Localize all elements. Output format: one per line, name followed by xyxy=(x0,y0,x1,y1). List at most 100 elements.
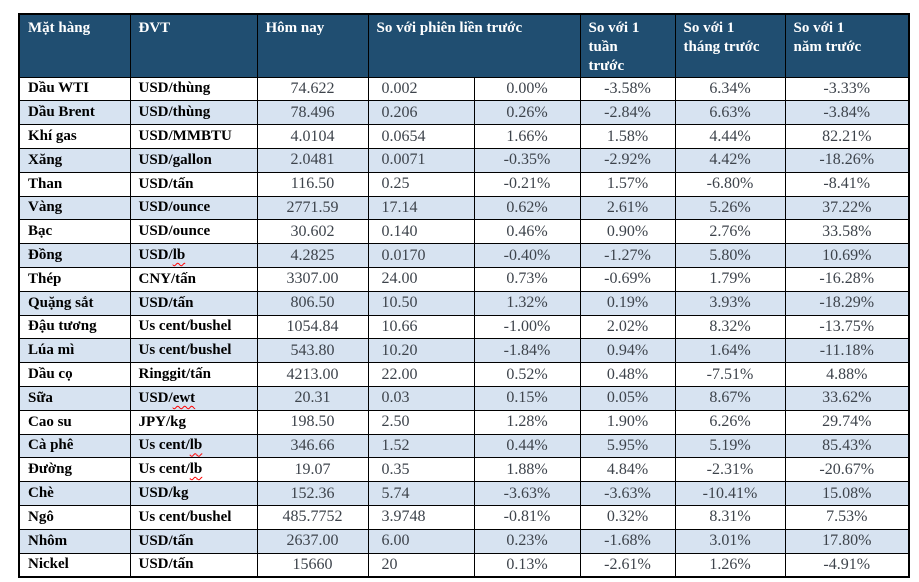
cell-week-pct: 0.32% xyxy=(579,504,676,530)
cell-year-pct: -20.67% xyxy=(784,457,910,483)
cell-unit: USD/tấn xyxy=(129,171,258,197)
cell-change-pct: 0.52% xyxy=(473,362,581,387)
misspelled-word: lb xyxy=(189,437,203,454)
cell-today-value: 15660 xyxy=(256,552,369,578)
cell-change-abs: 1.52 xyxy=(367,433,475,459)
cell-item-name: Quặng sắt xyxy=(18,290,131,316)
cell-unit: JPY/kg xyxy=(129,409,258,435)
cell-change-pct: -0.21% xyxy=(473,171,581,197)
cell-change-abs: 0.0170 xyxy=(367,243,475,268)
cell-item-name: Chè xyxy=(18,481,131,506)
cell-change-abs: 20 xyxy=(367,552,475,578)
cell-year-pct: -16.28% xyxy=(784,266,910,292)
column-header-vs-year: So với 1 năm trước xyxy=(784,13,910,78)
cell-unit: Us cent/lb xyxy=(129,457,258,483)
cell-unit: Us cent/bushel xyxy=(129,504,258,530)
cell-month-pct: 5.80% xyxy=(674,243,786,268)
cell-unit: USD/tấn xyxy=(129,290,258,316)
cell-year-pct: -18.26% xyxy=(784,147,910,173)
cell-today-value: 20.31 xyxy=(256,385,369,411)
table-row: Sữa USD/ewt 20.31 0.03 0.15% 0.05% 8.67% 33.62% xyxy=(18,385,910,411)
cell-item-name: Thép xyxy=(18,266,131,292)
cell-today-value: 806.50 xyxy=(256,290,369,316)
table-row: Chè USD/kg 152.36 5.74 -3.63% -3.63% -10.41% 15… xyxy=(18,481,910,506)
cell-week-pct: -3.58% xyxy=(579,76,676,102)
table-row: Đường Us cent/lb 19.07 0.35 1.88% 4.84% -2.31%… xyxy=(18,457,910,483)
table-row: Than USD/tấn 116.50 0.25 -0.21% 1.57% -6.80% -8… xyxy=(18,171,910,197)
cell-change-pct: -0.35% xyxy=(473,147,581,173)
cell-item-name: Dầu WTI xyxy=(18,76,131,102)
cell-year-pct: 33.62% xyxy=(784,385,910,411)
cell-item-name: Ngô xyxy=(18,504,131,530)
cell-change-abs: 10.66 xyxy=(367,314,475,340)
cell-change-pct: 1.88% xyxy=(473,457,581,483)
cell-week-pct: -1.68% xyxy=(579,528,676,554)
cell-item-name: Bạc xyxy=(18,219,131,245)
cell-year-pct: 15.08% xyxy=(784,481,910,506)
cell-week-pct: 1.57% xyxy=(579,171,676,197)
cell-year-pct: 4.88% xyxy=(784,362,910,387)
cell-item-name: Sữa xyxy=(18,385,131,411)
cell-change-abs: 17.14 xyxy=(367,195,475,221)
table-row: Vàng USD/ounce 2771.59 17.14 0.62% 2.61% 5.26%… xyxy=(18,195,910,221)
header-row: Mặt hàng ĐVT Hôm nay So với phiên liền t… xyxy=(18,13,910,78)
cell-today-value: 1054.84 xyxy=(256,314,369,340)
cell-week-pct: 0.19% xyxy=(579,290,676,316)
cell-unit: USD/ounce xyxy=(129,195,258,221)
cell-week-pct: 0.94% xyxy=(579,338,676,364)
cell-unit: Us cent/lb xyxy=(129,433,258,459)
cell-month-pct: -7.51% xyxy=(674,362,786,387)
cell-today-value: 152.36 xyxy=(256,481,369,506)
table-row: Quặng sắt USD/tấn 806.50 10.50 1.32% 0.19% 3.9… xyxy=(18,290,910,316)
cell-item-name: Dầu Brent xyxy=(18,100,131,126)
cell-change-pct: 0.62% xyxy=(473,195,581,221)
cell-year-pct: 17.80% xyxy=(784,528,910,554)
cell-week-pct: 0.48% xyxy=(579,362,676,387)
cell-month-pct: 6.63% xyxy=(674,100,786,126)
cell-change-pct: 0.15% xyxy=(473,385,581,411)
cell-today-value: 30.602 xyxy=(256,219,369,245)
cell-today-value: 485.7752 xyxy=(256,504,369,530)
cell-item-name: Dầu cọ xyxy=(18,362,131,387)
table-row: Lúa mì Us cent/bushel 543.80 10.20 -1.84% 0.9… xyxy=(18,338,910,364)
table-row: Cao su JPY/kg 198.50 2.50 1.28% 1.90% 6.26% 29.… xyxy=(18,409,910,435)
cell-change-pct: -3.63% xyxy=(473,481,581,506)
cell-unit: Us cent/bushel xyxy=(129,314,258,340)
cell-change-pct: 0.26% xyxy=(473,100,581,126)
cell-year-pct: 33.58% xyxy=(784,219,910,245)
table-row: Nickel USD/tấn 15660 20 0.13% -2.61% 1.26% -4.9… xyxy=(18,552,910,578)
cell-item-name: Đậu tương xyxy=(18,314,131,340)
cell-today-value: 198.50 xyxy=(256,409,369,435)
misspelled-word: lb xyxy=(189,461,203,478)
cell-month-pct: 8.32% xyxy=(674,314,786,340)
cell-unit: USD/thùng xyxy=(129,76,258,102)
cell-today-value: 346.66 xyxy=(256,433,369,459)
cell-month-pct: 5.19% xyxy=(674,433,786,459)
cell-year-pct: -3.33% xyxy=(784,76,910,102)
cell-year-pct: -18.29% xyxy=(784,290,910,316)
cell-change-pct: 0.44% xyxy=(473,433,581,459)
column-header-vs-month: So với 1 tháng trước xyxy=(674,13,786,78)
cell-change-pct: -1.00% xyxy=(473,314,581,340)
table-row: Dầu cọ Ringgit/tấn 4213.00 22.00 0.52% 0.48% -… xyxy=(18,362,910,387)
cell-month-pct: 4.42% xyxy=(674,147,786,173)
cell-month-pct: 8.67% xyxy=(674,385,786,411)
cell-unit: USD/thùng xyxy=(129,100,258,126)
cell-week-pct: -3.63% xyxy=(579,481,676,506)
cell-change-abs: 0.35 xyxy=(367,457,475,483)
cell-today-value: 4213.00 xyxy=(256,362,369,387)
table-row: Thép CNY/tấn 3307.00 24.00 0.73% -0.69% 1.79% -… xyxy=(18,266,910,292)
cell-item-name: Cao su xyxy=(18,409,131,435)
cell-item-name: Lúa mì xyxy=(18,338,131,364)
cell-unit: Us cent/bushel xyxy=(129,338,258,364)
table-row: Bạc USD/ounce 30.602 0.140 0.46% 0.90% 2.76% 33… xyxy=(18,219,910,245)
cell-week-pct: 1.58% xyxy=(579,124,676,149)
cell-change-pct: -0.81% xyxy=(473,504,581,530)
cell-change-abs: 0.0071 xyxy=(367,147,475,173)
cell-change-abs: 0.03 xyxy=(367,385,475,411)
cell-week-pct: 4.84% xyxy=(579,457,676,483)
cell-today-value: 3307.00 xyxy=(256,266,369,292)
cell-year-pct: -13.75% xyxy=(784,314,910,340)
cell-change-abs: 10.20 xyxy=(367,338,475,364)
cell-change-abs: 0.140 xyxy=(367,219,475,245)
